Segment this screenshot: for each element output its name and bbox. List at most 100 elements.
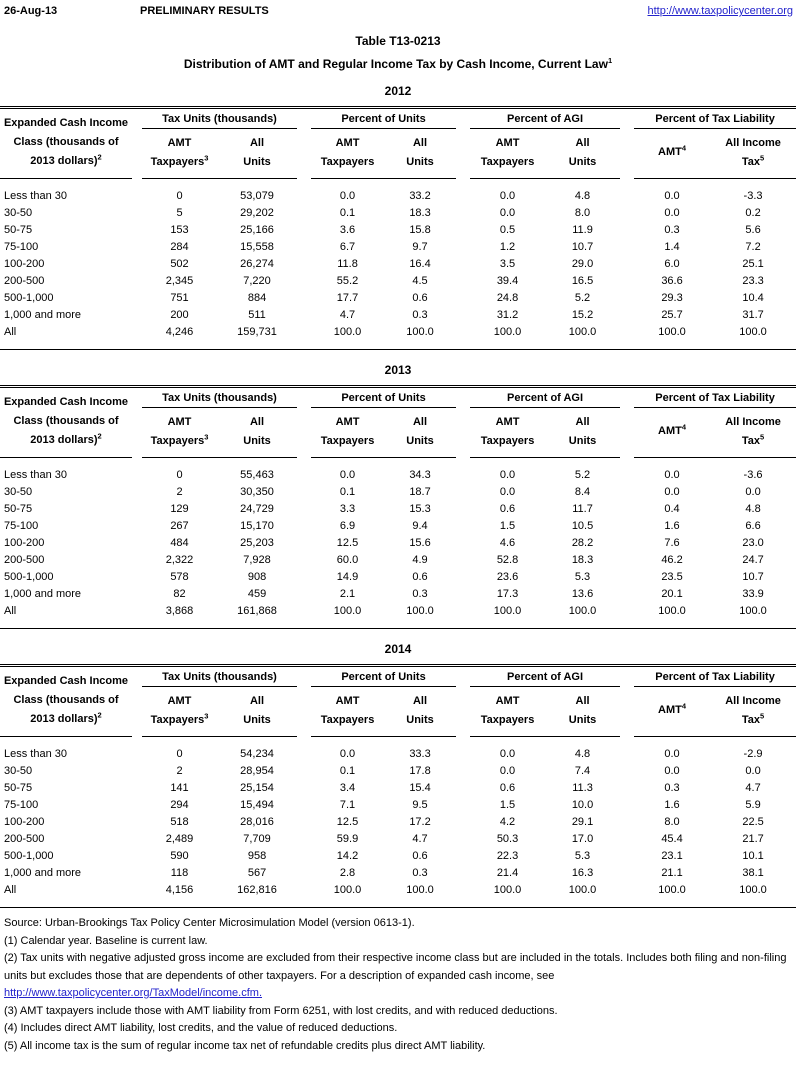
data-cell: 8.0 [574,207,591,219]
data-cell: 17.3 [496,588,519,600]
cell-spacer [297,865,311,882]
data-cell: 751 [170,292,189,304]
year-heading: 2014 [384,642,412,656]
data-cell: 884 [247,292,267,304]
cell-spacer [297,814,311,831]
data-cell: 100.0 [739,605,767,617]
data-cell: 100.0 [568,884,597,896]
data-cell: 0.1 [339,765,356,777]
data-cell: 7,709 [243,833,271,845]
data-cell: 5.3 [574,571,591,583]
data-cell: 4.5 [412,275,428,287]
document-page: 26-Aug-13 PRELIMINARY RESULTS http://www… [0,5,796,1052]
group-header: Percent of Units [311,386,457,408]
cell-spacer [132,239,142,256]
cell-spacer [456,586,470,603]
column-header: AMT Taxpayers [470,686,546,737]
cell-spacer [620,484,634,501]
cell-spacer [132,205,142,222]
data-cell: 9.7 [412,241,428,253]
data-cell: 2,345 [165,275,194,287]
cell-spacer [132,518,142,535]
cell-spacer [620,848,634,865]
data-cell: 100.0 [333,884,362,896]
data-cell: 0.0 [664,207,680,219]
footnote-line: (4) Includes direct AMT liability, lost … [4,1022,398,1034]
row-label: Less than 30 [4,469,67,481]
data-cell: 3.3 [339,503,356,515]
data-cell: 0.0 [499,748,516,760]
column-header: All Income Tax5 [710,686,796,737]
cell-spacer [297,205,311,222]
cell-spacer [620,535,634,552]
header-spacer [297,108,311,179]
data-cell: 25,166 [240,224,274,236]
report-date: 26-Aug-13 [4,5,58,17]
column-header: All Units [545,407,621,458]
cell-spacer [297,290,311,307]
cell-spacer [620,324,634,350]
cell-spacer [456,552,470,569]
cell-spacer [132,484,142,501]
data-cell: 100.0 [406,326,434,338]
data-cell: 0.4 [664,503,680,515]
row-label: 100-200 [4,537,45,549]
column-header: AMT4 [634,686,711,737]
year-heading: 2013 [384,363,412,377]
data-cell: 0.3 [412,309,428,321]
tables-container: 2012 Expanded Cash Income Class (thousands… [0,84,796,908]
data-cell: 0.0 [499,469,516,481]
cell-spacer [456,737,470,764]
table-row: 75-100 267 15,170 6.9 9.4 1.5 10.5 1.6 6.6 [0,518,796,535]
taxpolicycenter-link[interactable]: http://www.taxpolicycenter.org [647,5,793,17]
cell-spacer [456,535,470,552]
cell-spacer [132,324,142,350]
cell-spacer [456,290,470,307]
table-row: 200-500 2,322 7,928 60.0 4.9 52.8 18.3 46.2 24.7 [0,552,796,569]
data-cell: 0.6 [412,571,428,583]
cell-spacer [132,290,142,307]
cell-spacer [132,501,142,518]
data-cell: 16.4 [409,258,431,270]
cell-spacer [620,239,634,256]
cell-spacer [620,865,634,882]
table-row: Less than 30 0 55,463 0.0 34.3 0.0 5.2 0.0 -3.6 [0,458,796,485]
column-header-income-class: Expanded Cash Income Class (thousands of 2… [0,665,132,737]
table-row: All 4,156 162,816 100.0 100.0 100.0 100.0 100.0… [0,882,796,908]
cell-spacer [456,484,470,501]
data-cell: 8.4 [574,486,591,498]
row-label: 200-500 [4,554,45,566]
row-label: 100-200 [4,258,45,270]
data-cell: 1.6 [664,520,680,532]
data-cell: 100.0 [406,605,434,617]
data-cell: 0.0 [339,469,356,481]
table-row: 30-50 2 30,350 0.1 18.7 0.0 8.4 0.0 0.0 [0,484,796,501]
income-distribution-table-2013: Expanded Cash Income Class (thousands of 2… [0,385,796,629]
row-label: 1,000 and more [4,588,82,600]
footnote-line: (2) Tax units with negative adjusted gro… [4,952,787,982]
data-cell: 4.2 [499,816,516,828]
column-header: AMT Taxpayers3 [142,407,217,458]
data-cell: -3.3 [743,190,763,202]
cell-spacer [456,831,470,848]
data-cell: 0.0 [499,207,516,219]
data-cell: 0.1 [339,207,356,219]
data-cell: 15,558 [240,241,274,253]
data-cell: 17.0 [571,833,594,845]
column-header: All Units [545,128,621,179]
row-label: 200-500 [4,833,45,845]
income-cfm-link[interactable]: http://www.taxpolicycenter.org/TaxModel/… [4,987,262,999]
footnote-line: Source: Urban-Brookings Tax Policy Cente… [4,917,415,929]
header-spacer [297,387,311,458]
data-cell: 55.2 [336,275,359,287]
data-cell: 0.2 [745,207,761,219]
data-cell: 502 [170,258,189,270]
data-cell: 46.2 [661,554,683,566]
column-header: All Income Tax5 [710,128,796,179]
data-cell: 267 [170,520,189,532]
data-cell: 7.4 [574,765,591,777]
table-row: 75-100 284 15,558 6.7 9.7 1.2 10.7 1.4 7.2 [0,239,796,256]
cell-spacer [297,518,311,535]
data-cell: 82 [173,588,186,600]
cell-spacer [620,882,634,908]
